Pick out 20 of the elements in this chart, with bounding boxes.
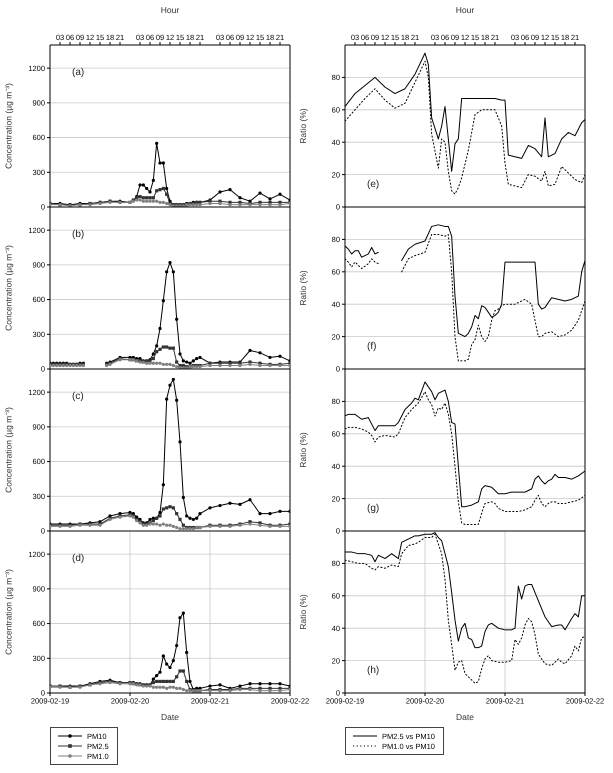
- y-axis-title: Ratio (%): [298, 270, 308, 306]
- x2-axis-title: Hour: [160, 5, 180, 15]
- annotation: (h): [367, 665, 380, 676]
- annotation: (a): [72, 67, 84, 78]
- y-axis-title: Ratio (%): [298, 432, 308, 468]
- y-axis-title: Ratio (%): [298, 108, 308, 144]
- annotation: (b): [72, 229, 84, 240]
- y-axis-title: Concentration (µg m⁻³): [2, 245, 14, 331]
- y-axis-title: Ratio (%): [298, 594, 308, 630]
- y-axis-title: Concentration (µg m⁻³): [2, 407, 14, 493]
- x2-axis-title: Hour: [454, 5, 476, 15]
- annotation: (d): [72, 553, 84, 564]
- annotation: (f): [367, 341, 376, 352]
- y-axis-title: Concentration (µg m⁻³): [2, 83, 14, 169]
- x-axis-title: Date: [455, 712, 475, 722]
- y-axis-title: Concentration (µg m⁻³): [2, 569, 14, 655]
- x-axis-title: Date: [160, 712, 180, 722]
- annotation: (g): [367, 503, 380, 514]
- annotation: (e): [367, 179, 380, 190]
- annotation: (c): [72, 391, 84, 402]
